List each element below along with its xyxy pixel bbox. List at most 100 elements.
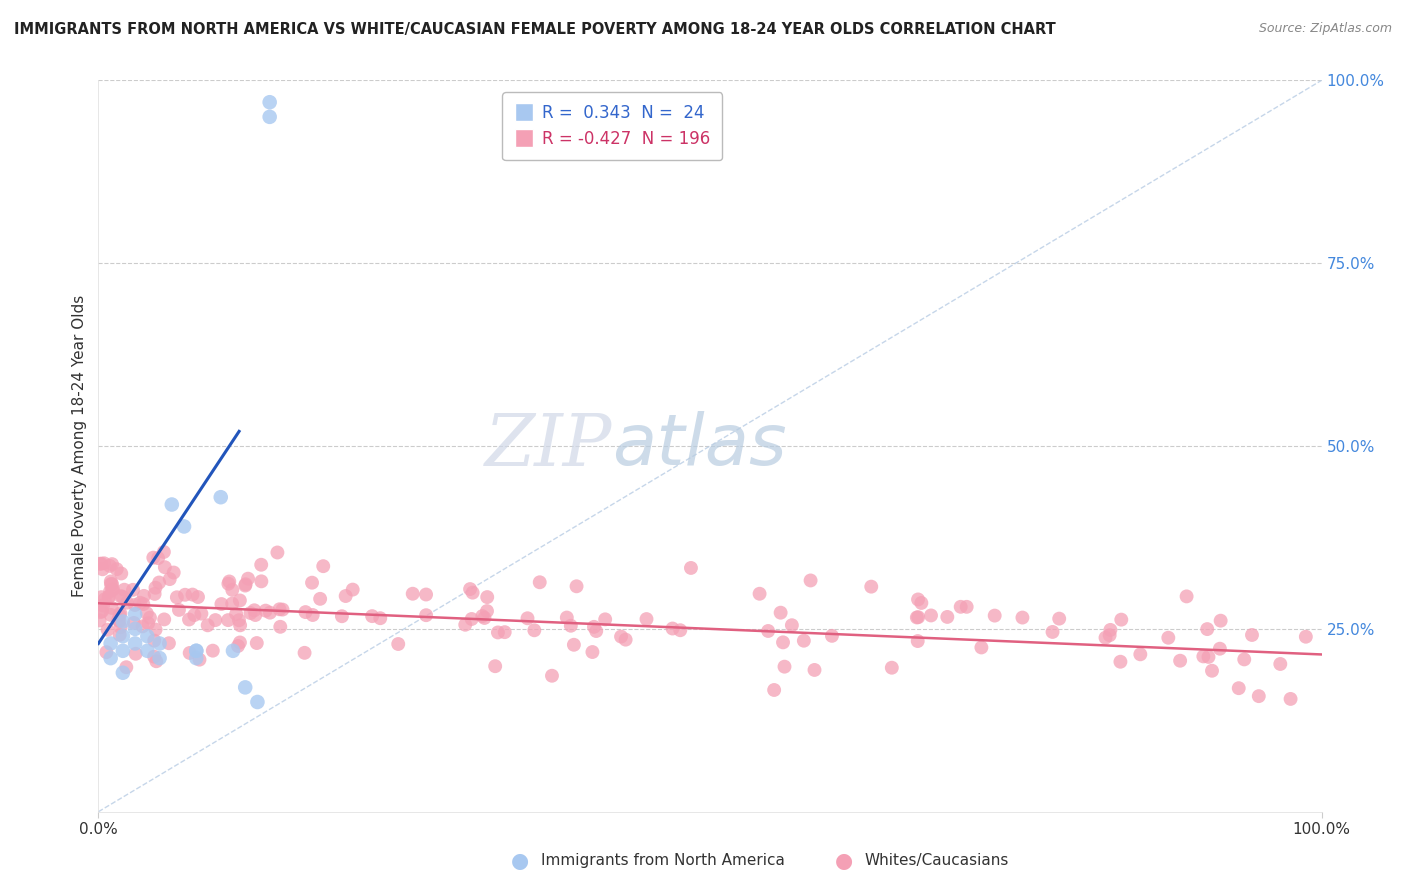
Point (228, 613, 250, 627)
Point (245, 607, 267, 622)
Point (233, 578, 256, 592)
Point (402, 587, 425, 601)
Point (907, 592, 929, 607)
Point (222, 644, 245, 658)
Point (529, 575, 551, 590)
Point (110, 607, 132, 621)
Point (1042, 624, 1064, 639)
Point (186, 644, 208, 658)
Point (217, 576, 239, 591)
Point (111, 615, 134, 629)
Point (1094, 631, 1116, 645)
Point (174, 588, 197, 602)
Point (96, 645, 118, 659)
Point (593, 612, 616, 626)
Point (246, 636, 269, 650)
Point (368, 611, 391, 625)
Point (294, 605, 316, 619)
Point (124, 647, 146, 661)
Point (541, 669, 564, 683)
Point (100, 651, 122, 665)
Point (100, 577, 122, 591)
Point (112, 582, 135, 597)
Point (560, 618, 582, 632)
Point (218, 574, 240, 589)
Point (229, 618, 252, 632)
Legend: R =  0.343  N =  24, R = -0.427  N = 196: R = 0.343 N = 24, R = -0.427 N = 196 (502, 92, 723, 160)
Point (910, 596, 932, 610)
Point (259, 606, 281, 620)
Point (146, 551, 169, 566)
Point (229, 593, 252, 607)
Point (107, 613, 129, 627)
Point (494, 625, 516, 640)
Point (115, 596, 138, 610)
Point (970, 640, 993, 655)
Point (129, 596, 152, 610)
Point (179, 646, 201, 660)
Point (139, 610, 162, 624)
Point (800, 574, 823, 588)
Point (246, 695, 269, 709)
Point (1175, 590, 1198, 604)
Point (1047, 612, 1070, 626)
Point (186, 651, 208, 665)
Point (135, 607, 157, 621)
Point (1192, 649, 1215, 664)
Text: atlas: atlas (612, 411, 787, 481)
Point (415, 608, 437, 623)
Text: Whites/Caucasians: Whites/Caucasians (865, 854, 1010, 868)
Point (167, 603, 190, 617)
Point (793, 633, 815, 648)
Text: ●: ● (512, 851, 529, 871)
Point (100, 607, 122, 622)
Point (108, 614, 131, 628)
Point (221, 597, 243, 611)
Point (250, 558, 273, 572)
Point (415, 587, 437, 601)
Point (124, 622, 146, 636)
Point (523, 624, 546, 638)
Point (100, 600, 122, 615)
Point (243, 603, 266, 617)
Point (98, 558, 121, 573)
Point (669, 624, 692, 638)
Point (1295, 630, 1317, 644)
Point (361, 609, 384, 624)
Text: Source: ZipAtlas.com: Source: ZipAtlas.com (1258, 22, 1392, 36)
Point (149, 636, 172, 650)
Point (101, 582, 124, 597)
Point (90, 590, 112, 604)
Point (907, 634, 929, 648)
Point (148, 575, 170, 590)
Point (111, 629, 134, 643)
Point (111, 665, 134, 680)
Point (387, 637, 409, 651)
Point (110, 620, 132, 634)
Point (153, 545, 176, 559)
Point (97, 590, 120, 604)
Point (110, 589, 132, 603)
Point (105, 562, 128, 576)
Point (1201, 664, 1223, 678)
Point (91, 599, 114, 613)
Point (143, 649, 166, 664)
Point (1109, 655, 1132, 669)
Point (100, 636, 122, 650)
Point (190, 607, 212, 621)
Point (136, 629, 159, 643)
Point (239, 606, 262, 620)
Point (173, 519, 195, 533)
Point (124, 636, 146, 650)
Point (217, 613, 239, 627)
Point (142, 550, 165, 565)
Point (233, 681, 256, 695)
Point (101, 582, 124, 597)
Text: ●: ● (835, 851, 852, 871)
Point (93, 592, 115, 607)
Point (163, 566, 186, 580)
Point (461, 585, 484, 599)
Point (956, 599, 979, 614)
Point (907, 610, 929, 624)
Point (177, 613, 200, 627)
